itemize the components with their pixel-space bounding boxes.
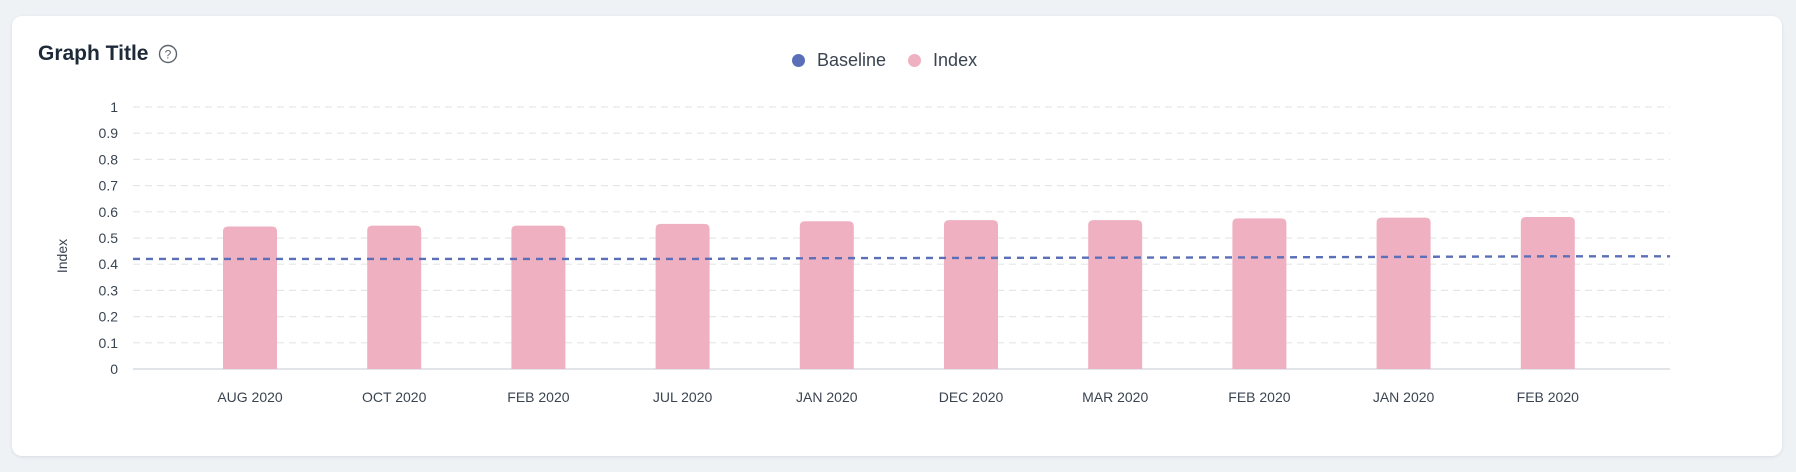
y-tick-label: 0.2 (99, 309, 119, 325)
x-tick-label: FEB 2020 (1228, 389, 1290, 405)
y-tick-label: 0.8 (99, 151, 119, 167)
chart-title: Graph Title (38, 42, 149, 65)
y-tick-label: 0.1 (99, 335, 119, 351)
y-tick-label: 0.4 (99, 256, 119, 272)
index-bar (655, 223, 710, 369)
index-bar (223, 226, 277, 369)
chart-legend: Baseline Index (792, 50, 977, 71)
index-bar (799, 221, 854, 369)
index-bar (1232, 218, 1287, 369)
svg-text:?: ? (165, 48, 172, 62)
title-bar: Graph Title ? (38, 42, 178, 66)
x-tick-label: JUL 2020 (653, 389, 713, 405)
y-tick-label: 0 (110, 361, 118, 377)
chart-card: Graph Title ? Baseline Index (12, 16, 1782, 456)
y-tick-label: 0.9 (99, 125, 119, 141)
index-bar (1376, 217, 1431, 369)
question-circle-icon[interactable]: ? (158, 44, 178, 64)
baseline-line (133, 255, 1670, 261)
index-bar (1520, 217, 1575, 369)
y-tick-label: 1 (110, 99, 118, 115)
x-tick-label: JAN 2020 (796, 389, 858, 405)
legend-swatch-baseline (792, 54, 805, 67)
y-axis-title: Index (54, 239, 70, 273)
y-tick-label: 0.6 (99, 204, 119, 220)
index-bar (1088, 220, 1143, 369)
index-bar (511, 225, 566, 369)
x-tick-label: FEB 2020 (507, 389, 569, 405)
legend-item-index[interactable]: Index (908, 50, 977, 71)
y-tick-label: 0.3 (99, 282, 119, 298)
x-tick-label: FEB 2020 (1517, 389, 1579, 405)
x-tick-label: OCT 2020 (362, 389, 427, 405)
x-tick-label: JAN 2020 (1373, 389, 1435, 405)
index-bar (367, 225, 422, 369)
index-bar (944, 220, 998, 369)
x-tick-label: MAR 2020 (1082, 389, 1148, 405)
legend-swatch-index (908, 54, 922, 67)
x-tick-label: DEC 2020 (939, 389, 1004, 405)
legend-label-baseline: Baseline (817, 50, 887, 70)
y-tick-label: 0.7 (99, 178, 119, 194)
x-tick-label: AUG 2020 (217, 389, 283, 405)
y-tick-label: 0.5 (99, 230, 119, 246)
legend-label-index: Index (933, 50, 978, 70)
legend-item-baseline[interactable]: Baseline (792, 50, 886, 71)
